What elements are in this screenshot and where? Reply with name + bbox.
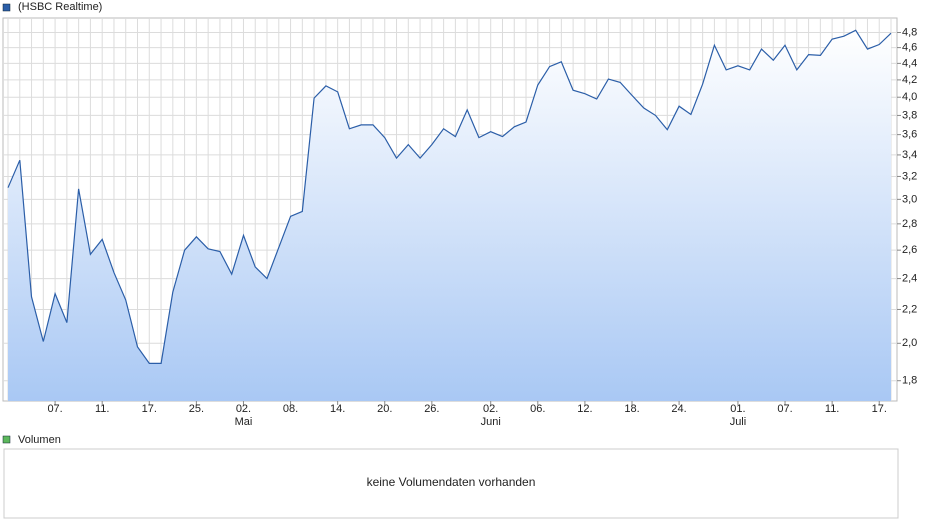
- y-tick-label: 3,2: [902, 170, 917, 182]
- month-label: Juli: [730, 416, 747, 428]
- x-tick-label: 07.: [47, 403, 62, 415]
- volume-legend-swatch: [2, 435, 11, 444]
- x-tick-label: 11.: [95, 403, 109, 415]
- x-tick-label: 12.: [577, 403, 592, 415]
- volume-legend-label: Volumen: [18, 434, 61, 446]
- y-tick-label: 3,0: [902, 193, 917, 205]
- price-line: [7, 29, 892, 364]
- y-tick-label: 4,4: [902, 57, 917, 69]
- x-tick-label: 14.: [330, 403, 345, 415]
- x-tick-label: 07.: [777, 403, 792, 415]
- x-tick-label: 17.: [872, 403, 887, 415]
- x-tick-label: 25.: [189, 403, 204, 415]
- legend-swatch: [2, 3, 11, 12]
- volume-panel: [3, 448, 899, 519]
- volume-message: keine Volumendaten vorhanden: [367, 475, 536, 489]
- x-tick-label: 08.: [283, 403, 298, 415]
- x-tick-label: 06.: [530, 403, 545, 415]
- x-tick-label: 11.: [825, 403, 839, 415]
- y-tick-label: 2,6: [902, 244, 917, 256]
- x-tick-label: 01.: [730, 403, 745, 415]
- y-tick-label: 2,2: [902, 303, 917, 315]
- x-tick-label: 17.: [142, 403, 157, 415]
- y-tick-label: 2,0: [902, 337, 917, 349]
- y-tick-label: 2,8: [902, 218, 917, 230]
- x-tick-label: 02.: [236, 403, 251, 415]
- x-tick-label: 24.: [671, 403, 686, 415]
- x-tick-label: 02.: [483, 403, 498, 415]
- x-tick-label: 26.: [424, 403, 439, 415]
- y-tick-label: 3,4: [902, 149, 917, 161]
- x-tick-label: 20.: [377, 403, 392, 415]
- y-tick-label: 1,8: [902, 375, 917, 387]
- y-tick-label: 4,2: [902, 74, 917, 86]
- y-tick-label: 4,6: [902, 42, 917, 54]
- area-fill: [8, 30, 891, 402]
- x-tick-label: 18.: [624, 403, 639, 415]
- month-label: Juni: [481, 416, 501, 428]
- legend-label: (HSBC Realtime): [18, 1, 102, 13]
- month-label: Mai: [235, 416, 253, 428]
- y-tick-label: 4,0: [902, 91, 917, 103]
- y-tick-label: 4,8: [902, 26, 917, 38]
- y-tick-label: 3,6: [902, 129, 917, 141]
- y-tick-label: 3,8: [902, 109, 917, 121]
- y-tick-label: 2,4: [902, 272, 917, 284]
